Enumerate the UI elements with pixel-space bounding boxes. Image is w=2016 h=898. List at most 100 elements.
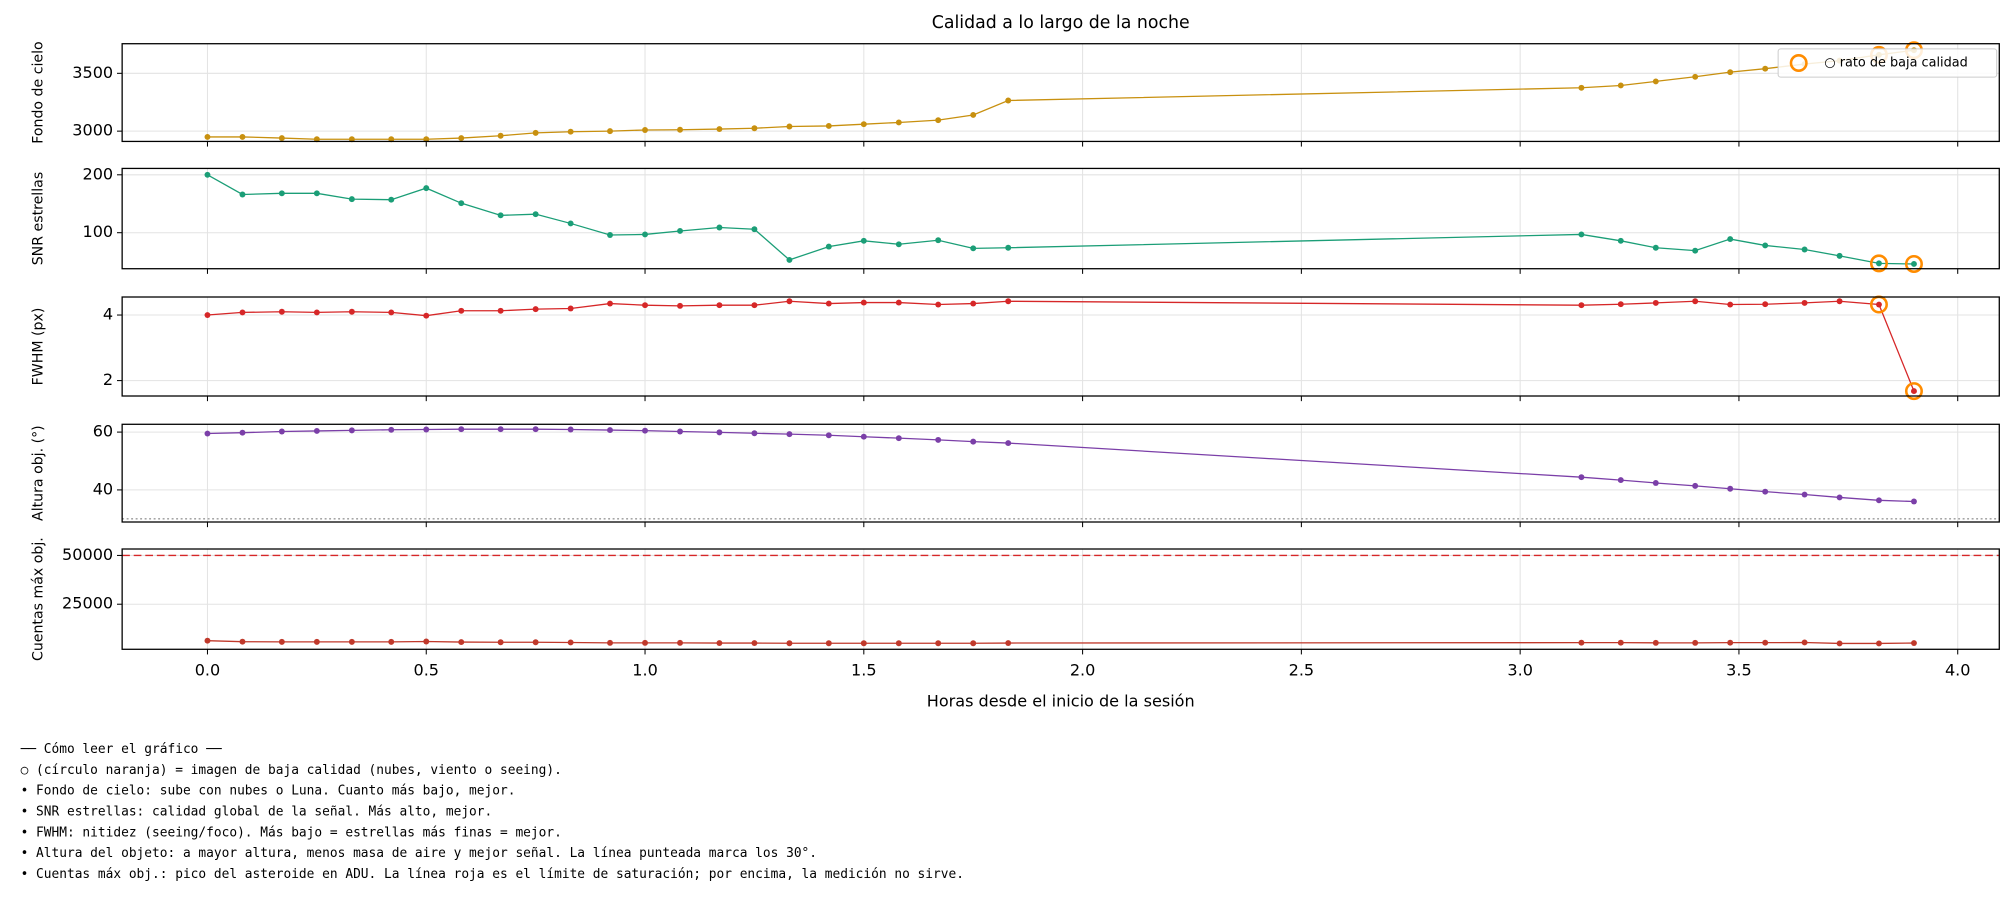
data-point (1578, 302, 1585, 309)
data-point (1617, 477, 1624, 484)
data-point (642, 639, 648, 646)
data-point (1652, 639, 1659, 646)
data-point (313, 190, 320, 197)
data-point (567, 305, 574, 312)
data-point (786, 256, 793, 263)
y-tick-label: 4 (103, 305, 113, 324)
low-quality-marker (1904, 254, 1923, 273)
data-point (607, 427, 613, 434)
data-point (532, 129, 539, 136)
data-point (239, 191, 246, 198)
data-point (458, 639, 465, 646)
data-point (1762, 301, 1769, 308)
x-tick-label: 1.5 (851, 661, 877, 680)
data-point (567, 128, 574, 135)
data-point (1005, 97, 1012, 104)
data-point (607, 128, 613, 135)
data-point (1762, 639, 1769, 646)
data-point (1005, 640, 1012, 647)
data-point (497, 212, 504, 219)
data-point (860, 640, 867, 647)
footnote-line: • Cuentas máx obj.: pico del asteroide e… (21, 867, 964, 882)
data-point (642, 302, 648, 309)
data-point (825, 640, 832, 647)
data-point (348, 136, 355, 143)
footnote-line: • SNR estrellas: calidad global de la se… (21, 805, 493, 820)
data-point (458, 200, 465, 207)
data-point (751, 302, 758, 309)
y-axis-label: Fondo de cielo (31, 41, 47, 143)
data-point (1578, 231, 1585, 238)
data-point (423, 638, 430, 645)
data-point (1005, 244, 1012, 251)
data-point (204, 133, 211, 140)
data-point (716, 429, 723, 436)
x-tick-label: 2.5 (1289, 661, 1315, 680)
data-point (970, 300, 977, 307)
data-point (497, 132, 504, 139)
data-point (278, 190, 285, 197)
data-point (1692, 482, 1699, 489)
x-tick-label: 0.0 (195, 661, 221, 680)
data-point (567, 220, 574, 227)
data-point (825, 432, 832, 439)
data-point (1652, 78, 1659, 85)
data-point (607, 300, 613, 307)
data-point (1836, 298, 1843, 305)
data-point (607, 639, 613, 646)
data-point (825, 122, 832, 129)
data-point (1652, 299, 1659, 306)
data-point (1617, 301, 1624, 308)
data-point (423, 185, 430, 192)
legend-box (1777, 48, 1998, 78)
data-point (1836, 494, 1843, 501)
data-point (388, 196, 395, 203)
footnote-line: • Fondo de cielo: sube con nubes o Luna.… (21, 784, 516, 799)
data-point (1652, 480, 1659, 486)
data-point (607, 232, 613, 238)
y-tick-label: 3000 (72, 121, 113, 140)
data-point (1801, 639, 1808, 646)
data-point (970, 438, 977, 445)
data-point (860, 237, 867, 244)
data-point (532, 211, 539, 218)
data-point (860, 121, 867, 128)
data-point (1911, 261, 1917, 267)
data-point (1005, 298, 1012, 305)
axes-frame (121, 548, 2000, 650)
data-point (1911, 388, 1917, 395)
data-point (1727, 301, 1734, 308)
data-point (895, 435, 902, 442)
data-point (1578, 639, 1585, 646)
data-point (716, 302, 723, 309)
data-point (278, 135, 285, 142)
data-point (1692, 247, 1699, 254)
data-point (751, 430, 758, 437)
data-point (716, 640, 723, 647)
data-point (895, 640, 902, 647)
data-point (239, 309, 246, 316)
data-point (532, 639, 539, 646)
x-tick-label: 4.0 (1945, 661, 1971, 680)
footnote-line: ○ (círculo naranja) = imagen de baja cal… (21, 763, 562, 778)
data-point (348, 196, 355, 203)
data-point (239, 638, 246, 645)
data-point (935, 117, 942, 124)
data-point (970, 640, 977, 647)
data-point (1578, 474, 1585, 481)
footnote-line: • FWHM: nitidez (seeing/foco). Más bajo … (21, 825, 562, 840)
data-point (348, 638, 355, 645)
data-point (825, 300, 832, 307)
data-point (239, 429, 246, 436)
data-point (642, 231, 648, 238)
data-point (1727, 69, 1734, 76)
data-point (1801, 491, 1808, 498)
data-point (204, 430, 211, 437)
data-point (1617, 639, 1624, 646)
series-line (207, 174, 1914, 265)
data-point (786, 640, 793, 647)
data-point (677, 302, 683, 309)
data-point (204, 171, 211, 178)
chart-title: Calidad a lo largo de la noche (932, 13, 1190, 33)
x-axis-label: Horas desde el inicio de la sesión (927, 692, 1195, 711)
